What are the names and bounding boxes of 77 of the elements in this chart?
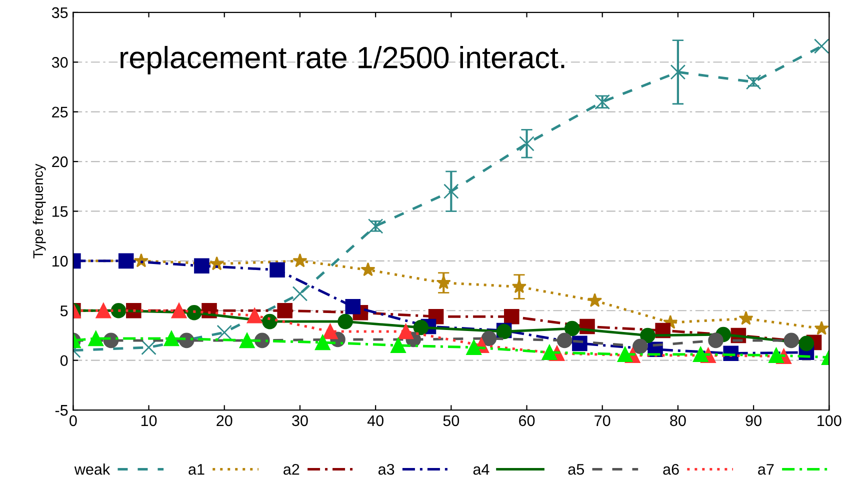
point	[88, 330, 104, 346]
point	[315, 334, 330, 350]
legend-label: a7	[758, 464, 774, 475]
point	[141, 340, 156, 356]
legend-label: a6	[663, 464, 679, 475]
point	[670, 64, 686, 80]
point	[345, 299, 361, 314]
point	[239, 332, 255, 348]
y-axis-title: Type frequency	[32, 164, 46, 258]
legend-label: weak	[74, 464, 110, 475]
y-tick-label: -5	[55, 405, 68, 416]
y-tick-label: 0	[60, 355, 68, 366]
y-tick-label: 5	[60, 306, 68, 316]
point	[171, 302, 187, 318]
x-tick-label: 40	[367, 415, 384, 426]
point	[814, 38, 830, 54]
point	[542, 344, 558, 360]
point	[110, 302, 126, 318]
point	[617, 346, 633, 362]
x-tick-label: 30	[292, 415, 308, 426]
y-tick-label: 30	[52, 56, 68, 68]
y-tick-label: 10	[52, 256, 68, 267]
point	[798, 336, 814, 352]
x-tick-label: 20	[216, 415, 232, 426]
x-tick-label: 90	[746, 415, 762, 426]
point	[216, 324, 232, 340]
point	[164, 330, 180, 346]
point	[708, 332, 724, 348]
point	[292, 286, 308, 302]
y-tick-label: 25	[52, 106, 68, 118]
point	[504, 308, 520, 324]
annotation: replacement rate 1/2500 interact.	[120, 46, 564, 74]
point	[246, 308, 262, 324]
y-tick-label: 35	[52, 7, 68, 18]
point	[444, 184, 459, 199]
y-tick-label: 15	[52, 206, 68, 217]
x-tick-label: 50	[443, 415, 460, 426]
point	[413, 320, 429, 336]
x-tick-label: 0	[70, 415, 77, 426]
point	[277, 302, 292, 318]
point	[640, 328, 656, 344]
point	[556, 332, 572, 348]
y-tick-label: 20	[52, 156, 68, 168]
point	[338, 314, 353, 330]
legend-label: a2	[284, 464, 300, 475]
point	[519, 136, 534, 152]
point	[360, 262, 376, 276]
point	[481, 330, 497, 346]
point	[210, 256, 224, 270]
point	[564, 320, 580, 336]
legend-label: a5	[568, 464, 584, 475]
point	[194, 258, 210, 274]
point	[692, 346, 708, 362]
point	[292, 253, 308, 268]
point	[587, 293, 602, 307]
point	[322, 324, 338, 340]
point	[768, 348, 784, 363]
point	[390, 338, 406, 354]
legend-label: a4	[473, 464, 490, 475]
point	[466, 340, 482, 356]
x-tick-label: 70	[594, 415, 610, 426]
point	[738, 310, 754, 325]
point	[632, 338, 648, 354]
point	[784, 332, 799, 348]
point	[398, 324, 414, 340]
point	[118, 253, 134, 269]
legend-label: a3	[378, 464, 394, 475]
x-tick-label: 80	[670, 415, 686, 426]
point	[96, 302, 112, 318]
x-tick-label: 60	[519, 415, 535, 426]
point	[186, 304, 202, 320]
point	[270, 262, 285, 278]
point	[262, 314, 278, 330]
x-tick-label: 100	[818, 415, 842, 426]
point	[814, 320, 829, 335]
legend-label: a1	[188, 464, 204, 475]
x-tick-label: 10	[141, 415, 157, 426]
